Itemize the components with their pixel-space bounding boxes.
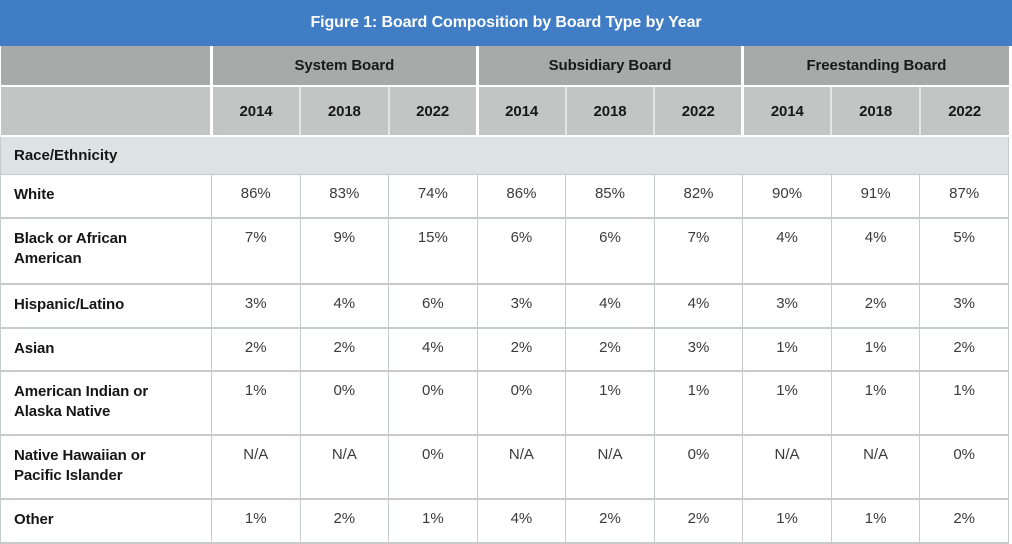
group-header-freestanding-board: Freestanding Board (741, 46, 1009, 87)
value-cell: 91% (830, 174, 920, 219)
board-composition-table: System Board Subsidiary Board Freestandi… (0, 46, 1009, 544)
row-label: Black or African American (0, 218, 212, 285)
value-cell: 2% (653, 499, 743, 544)
value-cell: 1% (742, 371, 832, 436)
value-cell: 1% (830, 371, 920, 436)
value-cell: 1% (742, 327, 832, 372)
value-cell: 3% (919, 284, 1009, 329)
year-header: 2022 (918, 86, 1009, 137)
value-cell: 4% (476, 499, 566, 544)
year-header: 2014 (210, 86, 301, 137)
header-corner-cell (0, 46, 212, 87)
value-cell: 86% (476, 174, 566, 219)
value-cell: 2% (830, 284, 920, 329)
value-cell: 4% (742, 218, 832, 285)
value-cell: 2% (211, 327, 301, 372)
value-cell: N/A (211, 435, 301, 500)
value-cell: 2% (919, 327, 1009, 372)
value-cell: 2% (565, 327, 655, 372)
value-cell: 86% (211, 174, 301, 219)
row-label: Other (0, 499, 212, 544)
value-cell: 74% (388, 174, 478, 219)
value-cell: 1% (565, 371, 655, 436)
year-corner-cell (0, 86, 212, 137)
value-cell: 1% (830, 327, 920, 372)
value-cell: 0% (653, 435, 743, 500)
value-cell: 5% (919, 218, 1009, 285)
value-cell: 6% (476, 218, 566, 285)
value-cell: 3% (653, 327, 743, 372)
value-cell: 0% (919, 435, 1009, 500)
value-cell: 83% (299, 174, 389, 219)
table-row: Black or African American 7% 9% 15% 6% 6% 7% 4%… (0, 218, 1009, 285)
table-row: Other 1% 2% 1% 4% 2% 2% 1% 1% 2% (0, 499, 1009, 544)
row-label: Hispanic/Latino (0, 284, 212, 329)
year-header: 2018 (830, 86, 920, 137)
value-cell: 2% (299, 327, 389, 372)
figure-title: Figure 1: Board Composition by Board Typ… (0, 0, 1012, 46)
value-cell: 0% (388, 371, 478, 436)
section-row: Race/Ethnicity (0, 136, 1009, 175)
value-cell: 6% (565, 218, 655, 285)
value-cell: 7% (653, 218, 743, 285)
value-cell: 87% (919, 174, 1009, 219)
value-cell: 4% (565, 284, 655, 329)
year-header: 2018 (299, 86, 389, 137)
value-cell: 1% (388, 499, 478, 544)
value-cell: N/A (565, 435, 655, 500)
row-label: White (0, 174, 212, 219)
year-header: 2014 (741, 86, 832, 137)
value-cell: 15% (388, 218, 478, 285)
value-cell: N/A (830, 435, 920, 500)
value-cell: 0% (388, 435, 478, 500)
value-cell: 7% (211, 218, 301, 285)
value-cell: 82% (653, 174, 743, 219)
value-cell: 3% (211, 284, 301, 329)
row-label: Asian (0, 327, 212, 372)
value-cell: 2% (476, 327, 566, 372)
value-cell: 1% (742, 499, 832, 544)
table-row: Native Hawaiian or Pacific Islander N/A N/… (0, 435, 1009, 500)
value-cell: 85% (565, 174, 655, 219)
value-cell: 2% (565, 499, 655, 544)
value-cell: 3% (742, 284, 832, 329)
value-cell: 4% (830, 218, 920, 285)
value-cell: 2% (299, 499, 389, 544)
year-header: 2014 (475, 86, 566, 137)
value-cell: N/A (742, 435, 832, 500)
value-cell: 90% (742, 174, 832, 219)
value-cell: 6% (388, 284, 478, 329)
table-row: White 86% 83% 74% 86% 85% 82% 90% 91% 87% (0, 174, 1009, 219)
year-header: 2018 (564, 86, 655, 137)
year-header: 2022 (653, 86, 743, 137)
year-header-row: 2014 2018 2022 2014 2018 2022 2014 2018 … (0, 86, 1009, 137)
section-label: Race/Ethnicity (0, 136, 1009, 175)
row-label: American Indian or Alaska Native (0, 371, 212, 436)
value-cell: 4% (388, 327, 478, 372)
table-row: American Indian or Alaska Native 1% 0% 0% 0%… (0, 371, 1009, 436)
row-label: Native Hawaiian or Pacific Islander (0, 435, 212, 500)
value-cell: N/A (476, 435, 566, 500)
value-cell: 1% (211, 371, 301, 436)
value-cell: 4% (299, 284, 389, 329)
table-row: Hispanic/Latino 3% 4% 6% 3% 4% 4% 3% 2% 3% (0, 284, 1009, 329)
value-cell: 0% (299, 371, 389, 436)
value-cell: 1% (653, 371, 743, 436)
board-type-header-row: System Board Subsidiary Board Freestandi… (0, 46, 1009, 87)
value-cell: 4% (653, 284, 743, 329)
value-cell: 0% (476, 371, 566, 436)
value-cell: 1% (830, 499, 920, 544)
group-header-subsidiary-board: Subsidiary Board (475, 46, 743, 87)
table-row: Asian 2% 2% 4% 2% 2% 3% 1% 1% 2% (0, 327, 1009, 372)
year-header: 2022 (387, 86, 478, 137)
group-header-system-board: System Board (210, 46, 478, 87)
value-cell: 3% (476, 284, 566, 329)
value-cell: 1% (919, 371, 1009, 436)
value-cell: 1% (211, 499, 301, 544)
value-cell: 9% (299, 218, 389, 285)
value-cell: 2% (919, 499, 1009, 544)
value-cell: N/A (299, 435, 389, 500)
